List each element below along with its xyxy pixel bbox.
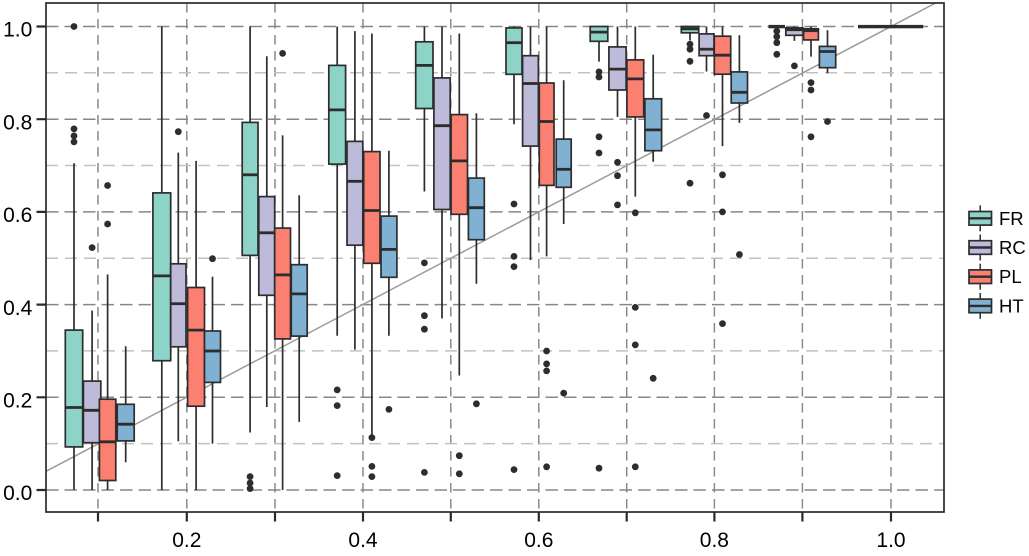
svg-text:1.0: 1.0: [3, 19, 32, 42]
svg-text:0.2: 0.2: [3, 390, 32, 413]
svg-text:0.8: 0.8: [700, 529, 729, 551]
svg-text:0.0: 0.0: [3, 482, 32, 505]
svg-text:0.2: 0.2: [172, 529, 201, 551]
svg-text:1.0: 1.0: [876, 529, 905, 551]
svg-text:0.6: 0.6: [524, 529, 553, 551]
svg-text:0.4: 0.4: [3, 297, 33, 320]
svg-text:0.4: 0.4: [348, 529, 378, 551]
svg-text:PL: PL: [999, 266, 1022, 287]
svg-text:0.8: 0.8: [3, 111, 32, 134]
svg-text:FR: FR: [999, 208, 1024, 229]
svg-text:HT: HT: [999, 295, 1024, 316]
svg-text:RC: RC: [999, 237, 1026, 258]
svg-text:0.6: 0.6: [3, 204, 32, 227]
